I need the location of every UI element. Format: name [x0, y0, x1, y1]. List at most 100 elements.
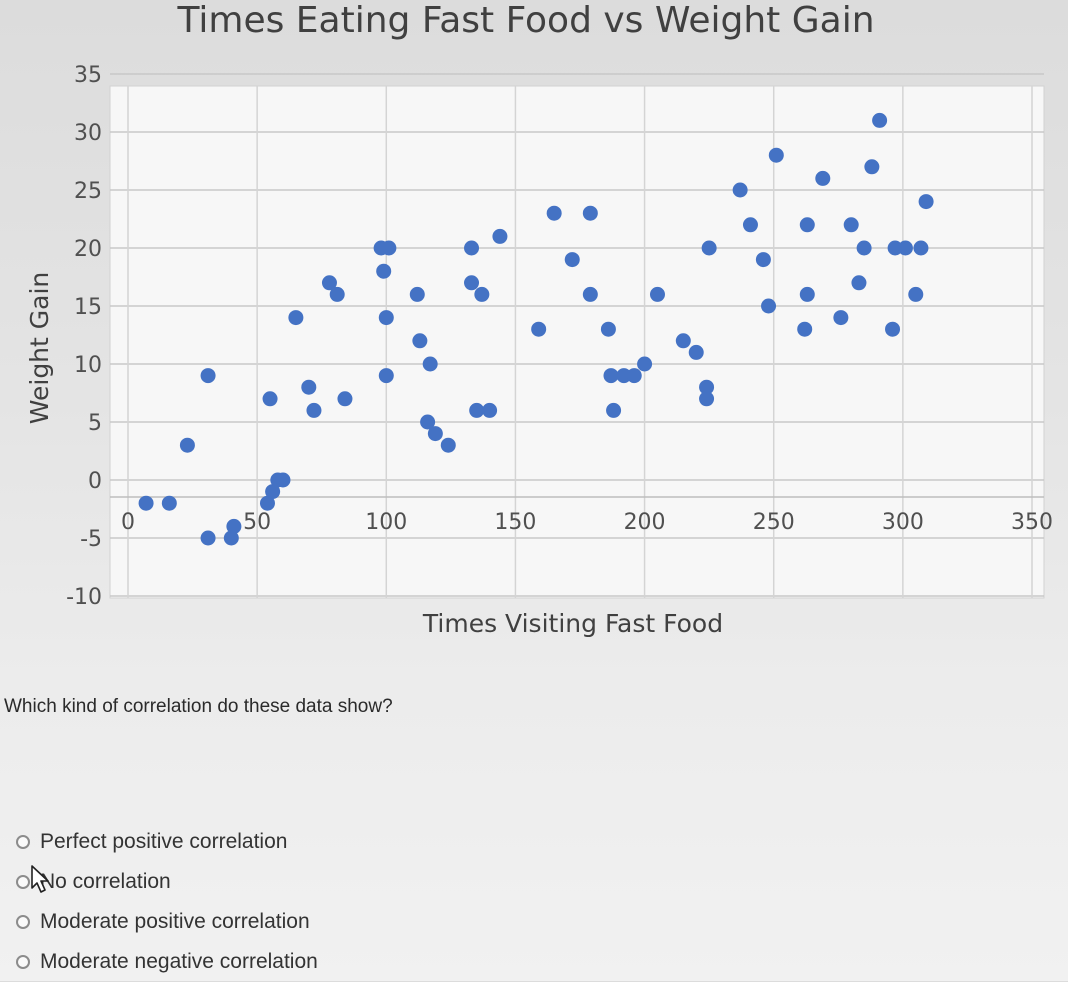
data-point	[864, 159, 880, 175]
x-tick-label: 50	[243, 510, 271, 535]
data-point	[381, 240, 397, 256]
data-point	[412, 333, 428, 349]
option-perfect-positive[interactable]: Perfect positive correlation	[16, 822, 318, 862]
data-point	[138, 495, 154, 511]
data-point	[440, 437, 456, 453]
data-point	[768, 147, 784, 163]
option-moderate-negative[interactable]: Moderate negative correlation	[16, 942, 318, 982]
x-tick-label: 200	[624, 510, 666, 535]
option-label: Moderate positive correlation	[40, 910, 310, 933]
question-text: Which kind of correlation do these data …	[4, 696, 393, 717]
data-point	[626, 368, 642, 384]
answer-options: Perfect positive correlation No correlat…	[16, 822, 318, 982]
data-point	[378, 368, 394, 384]
data-point	[378, 310, 394, 326]
data-point	[582, 205, 598, 221]
option-moderate-positive[interactable]: Moderate positive correlation	[16, 902, 318, 942]
plot-area	[109, 85, 1045, 599]
data-point	[376, 263, 392, 279]
data-point	[799, 217, 815, 233]
data-point	[409, 286, 425, 302]
data-point	[897, 240, 913, 256]
radio-button[interactable]	[16, 835, 30, 849]
data-point	[582, 286, 598, 302]
x-tick-label: 350	[1011, 510, 1053, 535]
data-point	[603, 368, 619, 384]
data-point	[288, 310, 304, 326]
chart-title: Times Eating Fast Food vs Weight Gain	[176, 0, 874, 41]
data-point	[275, 472, 291, 488]
data-point	[908, 286, 924, 302]
data-point	[675, 333, 691, 349]
data-point	[161, 495, 177, 511]
data-point	[701, 240, 717, 256]
radio-button[interactable]	[16, 915, 30, 929]
x-tick-label: 150	[494, 510, 536, 535]
data-point	[564, 252, 580, 268]
y-tick-label: 0	[88, 469, 102, 494]
data-point	[306, 402, 322, 418]
data-point	[482, 402, 498, 418]
radio-button[interactable]	[16, 875, 30, 889]
data-point	[815, 170, 831, 186]
data-point	[913, 240, 929, 256]
data-point	[606, 402, 622, 418]
option-no-correlation[interactable]: No correlation	[16, 862, 318, 902]
data-point	[600, 321, 616, 337]
data-point	[492, 228, 508, 244]
x-axis-ticks: 0 50 100 150 200 250 300 350	[121, 510, 1053, 535]
scatter-chart: Times Eating Fast Food vs Weight Gain 0 5…	[25, 0, 1053, 638]
data-point	[200, 368, 216, 384]
y-tick-label: 10	[74, 353, 102, 378]
data-point	[637, 356, 653, 372]
y-tick-label: 25	[74, 179, 102, 204]
data-point	[464, 275, 480, 291]
data-point	[649, 286, 665, 302]
x-tick-label: 250	[753, 510, 795, 535]
data-point	[469, 402, 485, 418]
x-tick-label: 0	[121, 510, 135, 535]
data-point	[851, 275, 867, 291]
data-point	[856, 240, 872, 256]
data-point	[742, 217, 758, 233]
data-points	[138, 112, 934, 546]
data-point	[699, 391, 715, 407]
y-tick-label: 30	[74, 121, 102, 146]
data-point	[259, 495, 275, 511]
data-point	[872, 112, 888, 128]
option-label: No correlation	[40, 870, 171, 893]
data-point	[265, 484, 281, 500]
data-point	[179, 437, 195, 453]
data-point	[885, 321, 901, 337]
y-tick-label: 5	[88, 411, 102, 436]
data-point	[321, 275, 337, 291]
data-point	[732, 182, 748, 198]
data-point	[427, 426, 443, 442]
data-point	[546, 205, 562, 221]
y-tick-label: 20	[74, 237, 102, 262]
data-point	[420, 414, 436, 430]
data-point	[887, 240, 903, 256]
data-point	[200, 530, 216, 546]
x-tick-label: 300	[882, 510, 924, 535]
data-point	[262, 391, 278, 407]
data-point	[531, 321, 547, 337]
y-tick-label: 35	[74, 63, 102, 88]
data-point	[464, 240, 480, 256]
option-label: Moderate negative correlation	[40, 950, 318, 973]
data-point	[226, 518, 242, 534]
data-point	[616, 368, 632, 384]
radio-button[interactable]	[16, 955, 30, 969]
data-point	[329, 286, 345, 302]
data-point	[474, 286, 490, 302]
data-point	[337, 391, 353, 407]
data-point	[422, 356, 438, 372]
data-point	[918, 194, 934, 210]
x-tick-label: 100	[365, 510, 407, 535]
data-point	[799, 286, 815, 302]
data-point	[843, 217, 859, 233]
y-tick-label: -5	[80, 527, 102, 552]
data-point	[755, 252, 771, 268]
data-point	[833, 310, 849, 326]
data-point	[699, 379, 715, 395]
